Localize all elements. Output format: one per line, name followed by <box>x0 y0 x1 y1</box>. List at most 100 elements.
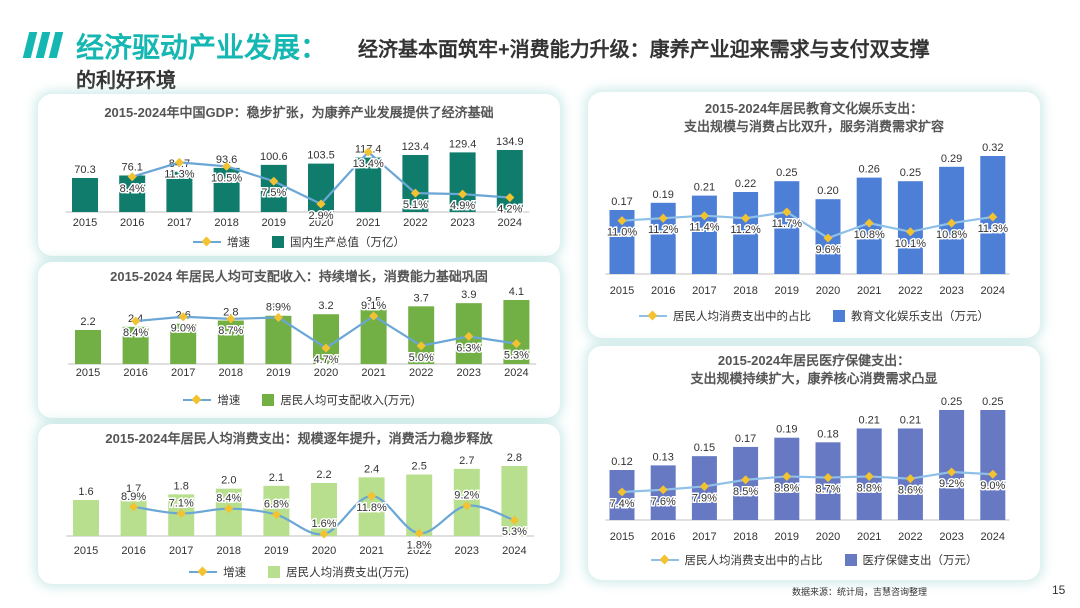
bar-value-label: 4.1 <box>509 286 524 298</box>
x-tick-label: 2019 <box>775 285 799 297</box>
line-value-label: 8.4% <box>120 183 145 195</box>
x-tick-label: 2016 <box>123 367 147 379</box>
bar-value-label: 3.1 <box>271 302 286 314</box>
line-point-marker <box>741 475 751 485</box>
income-chart: 2.220152.420162.620172.820183.120193.220… <box>68 286 537 379</box>
legend-share: 居民人均消费支出中的占比 <box>650 552 823 568</box>
line-value-label-halo: 9.1% <box>361 300 386 312</box>
bar <box>170 323 197 364</box>
line-point-marker <box>363 147 373 157</box>
bar <box>939 410 965 520</box>
line-value-label: 11.8% <box>356 502 387 514</box>
line-value-label-halo: 8.4% <box>123 327 148 339</box>
line-value-label: 8.7% <box>218 325 243 337</box>
line-value-label: 10.1% <box>895 238 926 250</box>
line-value-label: 4.2% <box>497 204 522 216</box>
line-value-label-halo: 1.6% <box>311 518 336 530</box>
x-tick-label: 2015 <box>76 367 100 379</box>
legend-growth: 增速 <box>193 234 250 250</box>
x-tick-label: 2018 <box>733 531 757 543</box>
line-value-label-halo: 8.6% <box>898 485 923 497</box>
x-tick-label: 2015 <box>610 531 634 543</box>
bar-value-label: 3.5 <box>366 295 381 307</box>
line-value-label-halo: 8.9% <box>266 301 291 313</box>
bar-value-label: 0.17 <box>611 196 632 208</box>
bar <box>355 157 382 212</box>
line-value-label: 9.2% <box>454 490 479 502</box>
line-value-label: 7.5% <box>261 187 286 199</box>
x-tick-label: 2022 <box>898 531 922 543</box>
line-value-label: 6.3% <box>456 342 481 354</box>
bar-value-label: 129.4 <box>449 138 477 150</box>
medical-chart-title: 2015-2024年居民医疗保健支出： <box>717 353 911 368</box>
x-tick-label: 2021 <box>359 545 383 557</box>
bar <box>122 326 149 364</box>
line-value-label: 9.1% <box>361 300 386 312</box>
bar-value-label: 3.9 <box>461 289 476 301</box>
line-value-label: 7.6% <box>651 496 676 508</box>
line-point-marker <box>462 501 472 511</box>
x-tick-label: 2021 <box>361 367 385 379</box>
bar-value-label: 2.1 <box>269 472 284 484</box>
x-tick-label: 2017 <box>171 367 195 379</box>
line-value-label: 7.9% <box>692 492 717 504</box>
page-title: 经济驱动产业发展： <box>76 32 329 63</box>
x-tick-label: 2020 <box>816 285 840 297</box>
line-value-label: 5.0% <box>409 352 434 364</box>
line-value-label-halo: 9.2% <box>454 490 479 502</box>
line-value-label: 1.8% <box>407 539 432 551</box>
x-tick-label: 2018 <box>214 217 238 229</box>
bar-value-label: 2.4 <box>364 463 379 475</box>
bar <box>650 202 676 274</box>
bar-value-label: 134.9 <box>496 136 524 148</box>
line-point-marker <box>505 193 515 203</box>
line-point-marker <box>905 227 915 237</box>
line-value-label-halo: 1.8% <box>407 539 432 551</box>
line-point-marker <box>511 339 521 349</box>
bar-value-label: 0.22 <box>735 178 756 190</box>
page-number: 15 <box>1052 583 1066 597</box>
bar-swatch-icon <box>833 310 845 322</box>
line-value-label: 11.2% <box>730 224 761 236</box>
line-marker-icon <box>183 394 212 406</box>
line-value-label: 10.8% <box>936 229 967 241</box>
bar <box>733 192 759 274</box>
bar-value-label: 0.19 <box>776 424 797 436</box>
line-value-label: 5.3% <box>504 350 529 362</box>
legend-growth: 增速 <box>183 392 240 408</box>
x-tick-label: 2024 <box>502 545 526 557</box>
line-value-label: 7.4% <box>609 498 634 510</box>
line-point-marker <box>321 343 331 353</box>
line-value-label: 11.4% <box>689 222 720 234</box>
bar-value-label: 0.29 <box>941 153 962 165</box>
line-value-label-halo: 7.1% <box>169 498 194 510</box>
bar-swatch-icon <box>268 566 281 578</box>
education-chart-panel: 2015-2024年居民教育文化娱乐支出： 支出规模与消费占比双升，服务消费需求… <box>588 92 1040 338</box>
gdp-chart: 70.3201576.1201684.7201793.62018100.6201… <box>65 136 530 229</box>
x-tick-label: 2021 <box>857 285 881 297</box>
x-tick-label: 2019 <box>264 545 288 557</box>
line-value-label: 8.8% <box>774 482 799 494</box>
line-value-label-halo: 10.1% <box>895 238 926 250</box>
line-point-marker <box>127 172 137 182</box>
bar-value-label: 3.2 <box>318 300 333 312</box>
bar-swatch-icon <box>272 236 284 248</box>
bar <box>217 320 244 364</box>
x-tick-label: 2019 <box>262 217 286 229</box>
bar <box>166 171 193 212</box>
x-tick-label: 2017 <box>692 285 716 297</box>
x-tick-label: 2016 <box>651 531 675 543</box>
bar-value-label: 0.21 <box>900 414 921 426</box>
x-tick-label: 2022 <box>407 545 431 557</box>
bar-value-label: 0.25 <box>900 167 921 179</box>
bar-value-label: 0.25 <box>941 396 962 408</box>
growth-line <box>621 470 993 494</box>
x-tick-label: 2015 <box>74 545 98 557</box>
line-marker-icon <box>650 554 679 566</box>
bar-value-label: 2.5 <box>412 461 427 473</box>
bar <box>358 477 385 536</box>
legend-gdp: 国内生产总值（万亿） <box>272 234 405 250</box>
bar <box>774 181 800 274</box>
line-value-label-halo: 8.7% <box>218 325 243 337</box>
bar-value-label: 2.0 <box>221 475 236 487</box>
